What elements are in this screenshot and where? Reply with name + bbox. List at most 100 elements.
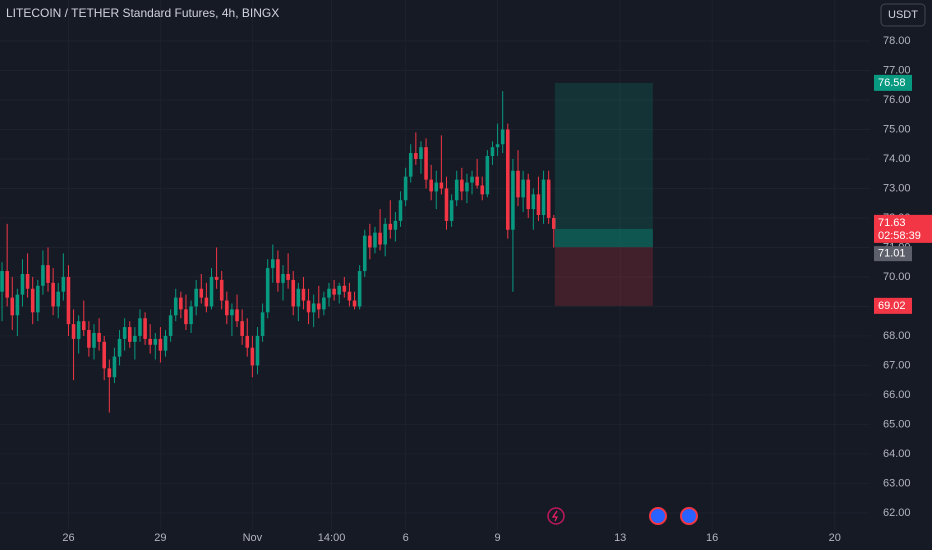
candle-body <box>485 156 490 195</box>
candle-body <box>138 318 142 336</box>
candle-body <box>541 179 546 216</box>
candle-body <box>419 147 423 159</box>
candle-body <box>66 276 71 325</box>
y-tick-label: 74.00 <box>883 153 911 165</box>
candle-body <box>158 338 163 351</box>
currency-button[interactable] <box>880 3 926 27</box>
candle-body <box>439 182 444 189</box>
event-icon[interactable] <box>547 507 565 525</box>
currency[interactable]: USDT <box>888 9 918 21</box>
x-tick-label: 14:00 <box>318 532 346 544</box>
candle-body <box>163 335 168 351</box>
candle-body <box>107 368 112 378</box>
x-tick-label: 13 <box>614 532 626 544</box>
candle-body <box>230 309 234 316</box>
y-tick-label: 73.00 <box>883 182 911 194</box>
candle-body <box>15 294 20 316</box>
candle-body <box>0 271 4 292</box>
candle-body <box>189 306 193 325</box>
candle-body <box>327 288 331 298</box>
candle-body <box>429 179 433 192</box>
candle-body <box>444 188 449 221</box>
x-tick-label: 20 <box>829 532 841 544</box>
candle-body <box>265 268 270 313</box>
last-price-label: 71.63 <box>878 217 906 229</box>
candle-body <box>347 291 352 301</box>
y-tick-label: 77.00 <box>883 64 911 76</box>
candle-body <box>291 279 296 307</box>
chart-title: LITECOIN / TETHER Standard Futures, 4h, … <box>6 6 279 20</box>
candle-body <box>465 182 469 192</box>
price-axis <box>870 0 932 550</box>
candle-body <box>286 273 290 280</box>
candle-body <box>342 285 347 292</box>
y-tick-label: 68.00 <box>883 330 911 342</box>
candle-body <box>56 291 61 307</box>
candle-body <box>551 217 556 229</box>
grid <box>0 0 870 530</box>
flag-icon[interactable] <box>680 507 698 525</box>
candle-body <box>194 288 198 307</box>
candle-body <box>449 200 454 221</box>
candle-body <box>46 265 50 283</box>
candle-body <box>260 312 265 336</box>
candle-body <box>281 273 285 283</box>
candle-body <box>388 223 393 230</box>
candle-body <box>255 335 260 366</box>
candle-body <box>143 318 147 339</box>
candle-body <box>240 321 244 336</box>
candle-body <box>362 235 367 272</box>
candle-body <box>531 194 536 210</box>
candle-body <box>306 300 311 313</box>
candle-body <box>352 300 357 307</box>
x-tick-label: 6 <box>403 532 409 544</box>
candle-body <box>403 176 408 201</box>
candle-body <box>92 332 96 348</box>
candle-body <box>122 327 127 339</box>
stop-label-bg <box>874 297 912 314</box>
candle-body <box>235 309 239 322</box>
candle-body <box>179 297 183 310</box>
candle-body <box>337 285 342 295</box>
candle-body <box>25 273 30 289</box>
candle-body <box>408 153 413 177</box>
candle-body <box>460 179 464 192</box>
entry-label-bg <box>874 246 912 262</box>
candle-body <box>470 176 474 183</box>
candle-body <box>383 223 387 245</box>
candle-body <box>424 147 428 180</box>
candle-body <box>173 297 178 316</box>
x-tick-label: 16 <box>706 532 718 544</box>
candle-body <box>480 185 485 195</box>
candle-body <box>127 327 132 342</box>
candle-body <box>61 276 66 292</box>
y-tick-label: 63.00 <box>883 477 911 489</box>
candle-body <box>148 338 152 345</box>
candle-body <box>526 179 531 210</box>
candle-body <box>414 153 418 159</box>
candle-body <box>511 170 515 230</box>
candle-body <box>204 297 209 307</box>
flag-icon[interactable] <box>649 507 667 525</box>
y-tick-label: 62.00 <box>883 507 911 519</box>
last-price-bg <box>874 214 932 243</box>
candle-body <box>5 271 9 298</box>
candle-body <box>490 147 495 157</box>
candle-body <box>378 232 382 245</box>
candle-body <box>153 338 158 345</box>
profit-zone <box>554 82 653 248</box>
candle-body <box>398 200 403 221</box>
countdown-label: 02:58:39 <box>878 230 921 242</box>
candle-body <box>71 324 76 339</box>
stop-label: 69.02 <box>878 300 906 312</box>
y-tick-label: 67.00 <box>883 359 911 371</box>
candle-body <box>97 332 101 342</box>
candle-body <box>276 259 280 283</box>
candle-body <box>495 144 500 148</box>
target-label-bg <box>874 74 912 91</box>
loss-zone <box>554 247 653 306</box>
y-tick-label: 76.00 <box>883 94 911 106</box>
y-tick-label: 75.00 <box>883 123 911 135</box>
candle-body <box>219 279 224 301</box>
